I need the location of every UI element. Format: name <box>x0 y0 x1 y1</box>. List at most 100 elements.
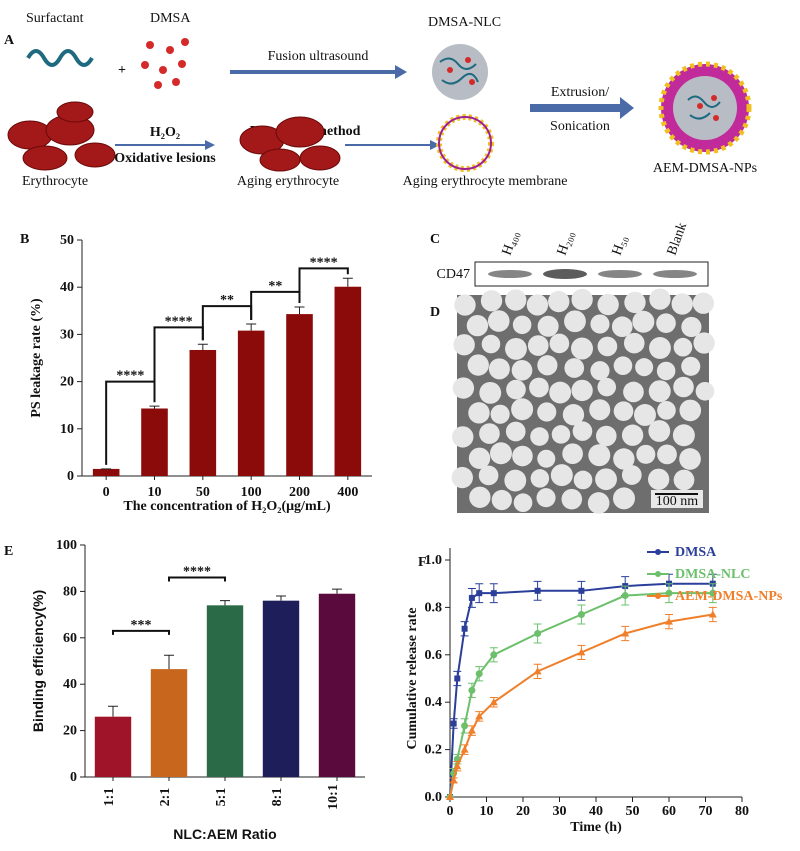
marker <box>665 617 673 625</box>
particle <box>504 469 527 492</box>
x-tick-label: 100 <box>241 485 262 500</box>
particle <box>695 381 715 401</box>
arrows <box>115 65 634 150</box>
lane-label: H₅₀ <box>610 233 631 257</box>
significance-bracket <box>168 576 226 582</box>
particle <box>635 358 654 377</box>
particle <box>595 425 617 447</box>
marker <box>534 629 542 637</box>
particle <box>564 358 585 378</box>
particle <box>649 288 671 310</box>
particle <box>488 358 510 380</box>
marker <box>453 762 462 770</box>
particle <box>451 466 473 489</box>
bar <box>318 593 356 777</box>
particle <box>526 294 549 316</box>
lane-label: H₂₀₀ <box>555 229 578 258</box>
bar <box>262 600 300 777</box>
surfactant-icon <box>26 49 94 67</box>
error-bar <box>220 600 230 606</box>
particle <box>571 337 593 360</box>
particle <box>623 332 645 354</box>
particle <box>511 398 534 421</box>
tem-particles <box>451 288 715 514</box>
bar <box>141 408 168 476</box>
label: Aging erythrocyte membrane <box>403 174 568 189</box>
x-tick-label: 5:1 <box>214 788 229 807</box>
particle <box>537 449 556 468</box>
y-tick-label: 10 <box>60 422 74 437</box>
y-tick-label: 0.0 <box>425 790 443 805</box>
particle <box>632 310 655 333</box>
particle <box>489 442 512 465</box>
particle <box>549 333 570 354</box>
particle <box>657 444 677 465</box>
particle <box>562 443 583 465</box>
x-tick-label: 50 <box>196 485 210 500</box>
significance-label: *** <box>131 618 152 633</box>
y-tick-label: 40 <box>63 677 77 692</box>
particle <box>491 489 512 511</box>
y-axis-label: Binding efficiency(%) <box>30 590 46 732</box>
marker <box>476 590 483 597</box>
x-axis-label: Time (h) <box>570 820 622 835</box>
series-line <box>449 613 713 798</box>
particle <box>512 445 533 467</box>
bar <box>206 605 244 777</box>
particle <box>487 310 510 332</box>
particle <box>613 401 634 421</box>
particle <box>588 444 611 467</box>
particle <box>506 379 526 400</box>
particle <box>548 290 570 313</box>
particle <box>613 448 635 470</box>
x-tick-label: 10 <box>148 485 162 500</box>
arrow <box>115 140 215 150</box>
particle <box>561 488 583 510</box>
y-tick-label: 0.8 <box>425 600 443 615</box>
panel-label: D <box>430 305 440 320</box>
particle <box>597 377 617 397</box>
marker <box>577 611 585 619</box>
label: AEM-DMSA-NPs <box>653 161 757 176</box>
particle <box>623 381 644 403</box>
marker <box>454 675 461 682</box>
significance-label: **** <box>116 369 144 384</box>
label: + <box>118 63 126 78</box>
legend-marker <box>655 549 661 555</box>
particle <box>681 316 702 338</box>
particle <box>671 293 693 315</box>
y-tick-label: 0.4 <box>425 695 443 710</box>
particle <box>648 468 670 490</box>
bar <box>286 314 313 476</box>
dmsa-icon <box>141 38 189 89</box>
x-tick-label: 0 <box>103 485 110 500</box>
y-tick-label: 60 <box>63 631 77 646</box>
particle <box>452 377 475 399</box>
marker <box>490 651 498 659</box>
x-tick-label: 2:1 <box>158 788 173 807</box>
particle <box>550 464 573 487</box>
marker <box>578 587 585 594</box>
marker <box>489 698 498 706</box>
lane-label: Blank <box>665 221 691 258</box>
legend-label: AEM-DMSA-NPs <box>675 589 783 604</box>
particle <box>571 379 593 402</box>
x-tick-label: 400 <box>337 485 358 500</box>
panel-label: C <box>430 232 440 247</box>
marker <box>475 712 484 720</box>
particle <box>469 486 491 508</box>
significance-label: **** <box>183 564 211 579</box>
label: DMSA <box>150 11 191 26</box>
blot-band <box>598 270 642 278</box>
particle <box>656 361 676 381</box>
particle <box>490 404 510 424</box>
x-tick-label: 40 <box>589 804 603 819</box>
particle <box>649 337 671 359</box>
marker <box>708 610 717 618</box>
significance-label: **** <box>165 314 193 329</box>
x-tick-label: 8:1 <box>270 788 285 807</box>
x-tick-label: 70 <box>699 804 713 819</box>
particle <box>562 404 585 426</box>
error-bar <box>332 588 342 594</box>
